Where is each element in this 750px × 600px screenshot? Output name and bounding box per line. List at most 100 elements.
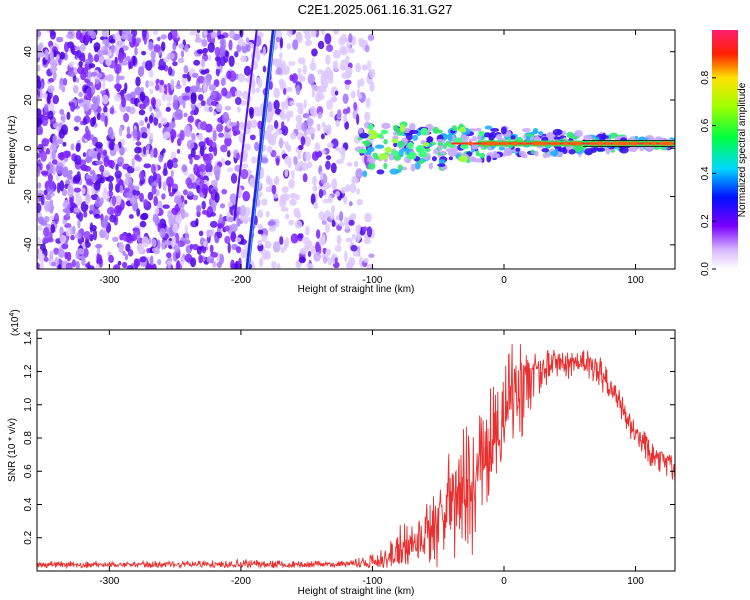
spectrogram-cell <box>64 41 70 53</box>
carrier-blob <box>399 124 405 132</box>
spectrogram-cell <box>172 157 178 164</box>
spectrogram-cell <box>363 238 371 245</box>
spectrogram-cell <box>246 120 252 130</box>
spectrogram-cell <box>265 250 272 260</box>
spectrogram-cell <box>139 91 146 102</box>
spectrogram-cell <box>127 249 134 257</box>
spectrogram-cell <box>70 45 75 55</box>
spectrogram-cell <box>366 226 373 238</box>
spectrogram-cell <box>182 95 191 101</box>
spectrogram-cell <box>219 55 226 67</box>
carrier-cell <box>605 147 611 155</box>
carrier-peak <box>570 141 576 146</box>
spectrogram-cell <box>162 168 168 177</box>
spectrogram-cell <box>325 54 331 65</box>
spectrogram-cell <box>178 43 185 49</box>
spectrogram-cell <box>73 115 82 123</box>
spectrogram-cell <box>167 183 172 194</box>
spectrogram-cell <box>207 139 214 147</box>
carrier-cell <box>515 147 521 152</box>
spectrogram-cell <box>224 225 230 232</box>
colorbar-tick-label: 0.8 <box>700 70 711 84</box>
carrier-cell <box>532 127 539 135</box>
carrier-peak <box>563 141 569 146</box>
y-tick-label: 1.0 <box>23 397 34 411</box>
spectrogram-cell <box>193 163 199 176</box>
spectrogram-cell <box>210 179 218 187</box>
spectrogram-marks <box>37 30 675 269</box>
spectrogram-cell <box>236 106 241 113</box>
spectrogram-cell <box>279 110 284 119</box>
spectrogram-cell <box>56 126 60 132</box>
spectrogram-cell <box>199 145 205 157</box>
spectrogram-cell <box>124 235 133 243</box>
colorbar: 0.0 0.2 0.4 0.6 0.8 Normalized spectral ampl… <box>700 30 748 276</box>
spectrogram-cell <box>230 173 238 184</box>
spectrogram-cell <box>183 239 191 245</box>
spectrogram-cell <box>362 226 369 232</box>
spectrogram-cell <box>140 126 148 134</box>
spectrogram-cell <box>241 163 249 169</box>
spectrogram-cell <box>142 146 147 155</box>
spectrogram-cell <box>102 79 106 90</box>
spectrogram-cell <box>150 58 156 63</box>
spectrogram-cell <box>174 108 183 119</box>
spectrogram-cell <box>145 149 150 155</box>
spectrogram-cell <box>106 74 114 82</box>
spectrogram-cell <box>96 112 101 121</box>
y-tick-label: 0.4 <box>23 497 34 511</box>
spectrogram-cell <box>189 157 193 165</box>
colorbar-ticks: 0.0 0.2 0.4 0.6 0.8 <box>700 70 716 276</box>
y-tick-label: 20 <box>23 94 34 106</box>
carrier-cell <box>397 164 403 171</box>
spectrogram-cell <box>352 251 360 257</box>
spectrogram-cell <box>154 207 160 215</box>
spectrogram-cell <box>109 38 116 44</box>
spectrogram-cell <box>262 46 266 57</box>
spectrogram-cell <box>38 42 44 49</box>
spectrogram-y-ticks: 40 20 0 -20 -40 <box>23 46 675 252</box>
spectrogram-cell <box>285 236 290 248</box>
y-tick-label: 0.2 <box>23 530 34 544</box>
spectrogram-cell <box>101 30 108 38</box>
spectrogram-cell <box>331 96 338 102</box>
spectrogram-cell <box>295 84 301 96</box>
spectrogram-cell <box>117 51 124 64</box>
spectrogram-cell <box>249 177 257 188</box>
spectrogram-cell <box>230 233 236 240</box>
spectrogram-cell <box>257 239 263 247</box>
spectrogram-cell <box>200 58 206 68</box>
spectrogram-cell <box>312 175 317 187</box>
spectrogram-cell <box>44 49 49 61</box>
spectrogram-cell <box>90 71 98 77</box>
x-tick-label: -300 <box>99 576 119 587</box>
colorbar-label: Normalized spectral amplitude <box>737 82 748 217</box>
spectrogram-cell <box>318 188 324 199</box>
spectrogram-cell <box>58 57 62 66</box>
spectrogram-cell <box>170 169 174 178</box>
spectrogram-cell <box>162 131 171 140</box>
carrier-cell <box>437 163 446 167</box>
spectrogram-cell <box>191 182 198 190</box>
spectrogram-cell <box>317 69 324 75</box>
spectrogram-cell <box>203 240 207 247</box>
carrier-peak <box>500 141 506 146</box>
spectrogram-cell <box>364 44 370 53</box>
spectrogram-cell <box>148 115 154 124</box>
spectrogram-cell <box>152 263 157 269</box>
spectrogram-cell <box>182 73 189 79</box>
spectrogram-cell <box>356 113 360 125</box>
carrier-cell <box>431 156 437 162</box>
spectrogram-cell <box>40 150 47 162</box>
spectrogram-cell <box>41 115 49 127</box>
spectrogram-cell <box>86 155 91 164</box>
carrier-cell <box>546 132 555 138</box>
spectrogram-cell <box>141 50 147 56</box>
spectrogram-cell <box>90 103 98 111</box>
spectrogram-cell <box>139 220 147 228</box>
spectrogram-cell <box>156 239 161 250</box>
spectrogram-cell <box>249 134 256 141</box>
spectrogram-cell <box>311 48 318 57</box>
spectrogram-cell <box>342 108 349 115</box>
carrier-cell <box>442 143 447 150</box>
